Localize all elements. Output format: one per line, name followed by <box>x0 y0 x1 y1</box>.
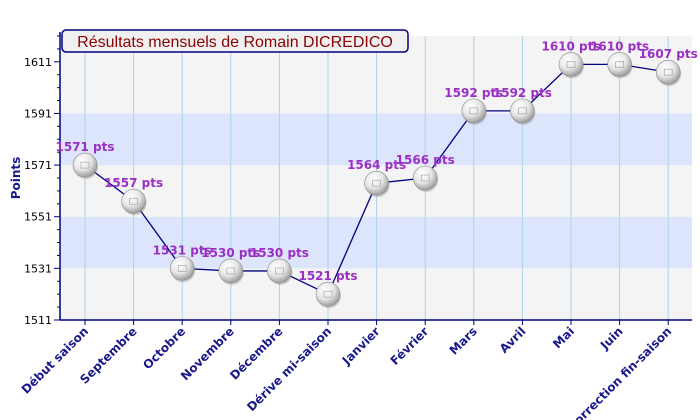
chart-title-background <box>61 29 409 53</box>
ball-logo-mark <box>518 107 527 115</box>
ping-pong-ball-icon <box>315 281 341 307</box>
data-label: 1610 pts <box>541 39 600 53</box>
x-tick-label: Octobre <box>140 324 188 372</box>
ball-logo-mark <box>80 161 90 169</box>
ball-logo-mark <box>177 265 187 272</box>
plot-band <box>60 216 692 269</box>
data-point <box>121 188 147 216</box>
ball-logo-mark <box>615 61 624 68</box>
chart-title: Résultats mensuels de Romain DICREDICO <box>77 34 393 51</box>
data-label: 1530 pts <box>201 246 260 260</box>
data-label: 1571 pts <box>55 140 114 154</box>
ping-pong-ball-icon <box>607 52 632 77</box>
x-tick-label: Dérive mi-saison <box>244 324 334 414</box>
x-tick-label: Juin <box>597 324 626 353</box>
ping-pong-ball-icon <box>655 59 681 85</box>
ball-logo-mark <box>566 61 576 68</box>
x-tick-label: Janvier <box>339 324 383 368</box>
data-label: 1531 pts <box>153 243 212 257</box>
plot-band <box>60 61 692 114</box>
data-label: 1564 pts <box>347 158 406 172</box>
x-tick-label: Février <box>388 324 432 368</box>
ping-pong-ball-icon <box>461 98 487 124</box>
data-label: 1610 pts <box>590 39 649 53</box>
data-point <box>315 281 341 309</box>
x-tick-label: Début saison <box>19 324 91 396</box>
ball-logo-mark <box>372 179 381 187</box>
data-point <box>558 52 584 79</box>
data-point <box>655 59 682 87</box>
data-point <box>607 52 633 79</box>
data-label: 1521 pts <box>298 269 357 283</box>
ping-pong-ball-icon <box>267 258 292 284</box>
data-point <box>461 98 487 125</box>
ball-logo-mark <box>323 290 333 298</box>
data-point <box>510 98 536 125</box>
data-label: 1530 pts <box>250 246 309 260</box>
y-tick-label: 1611 <box>24 56 52 69</box>
y-tick-label: 1511 <box>24 314 52 327</box>
ball-logo-mark <box>469 107 479 115</box>
y-tick-label: 1551 <box>24 211 52 224</box>
ping-pong-ball-icon <box>558 52 584 77</box>
data-point <box>364 170 390 198</box>
data-label: 1592 pts <box>444 86 503 100</box>
data-point <box>218 258 244 285</box>
chart-title-box: Résultats mensuels de Romain DICREDICO <box>61 29 409 53</box>
x-tick-label: Mars <box>447 324 480 357</box>
data-label: 1592 pts <box>493 86 552 100</box>
ping-pong-ball-icon <box>121 188 146 214</box>
x-tick-label: Mai <box>550 324 577 351</box>
ball-logo-mark <box>420 174 430 182</box>
y-axis-label: Points <box>9 157 23 200</box>
ball-logo-mark <box>663 68 673 76</box>
plot-band <box>60 113 692 166</box>
ping-pong-ball-icon <box>510 98 535 124</box>
ball-logo-mark <box>275 267 284 275</box>
ping-pong-ball-icon <box>169 256 195 281</box>
y-tick-label: 1591 <box>24 107 52 120</box>
ping-pong-ball-icon <box>72 152 98 178</box>
data-point <box>267 258 293 285</box>
plot-band <box>60 268 692 320</box>
ball-logo-mark <box>226 267 236 275</box>
ping-pong-ball-icon <box>364 170 389 196</box>
y-tick-label: 1571 <box>24 159 52 172</box>
data-point <box>72 152 98 180</box>
y-tick-label: 1531 <box>24 262 52 275</box>
data-label: 1566 pts <box>396 153 455 167</box>
data-point <box>412 165 439 192</box>
data-point <box>169 256 196 283</box>
ping-pong-ball-icon <box>218 258 244 284</box>
data-label: 1607 pts <box>639 47 698 61</box>
x-tick-label: Avril <box>497 324 529 356</box>
ping-pong-ball-icon <box>412 165 438 191</box>
ball-logo-mark <box>129 197 138 205</box>
data-label: 1557 pts <box>104 176 163 190</box>
